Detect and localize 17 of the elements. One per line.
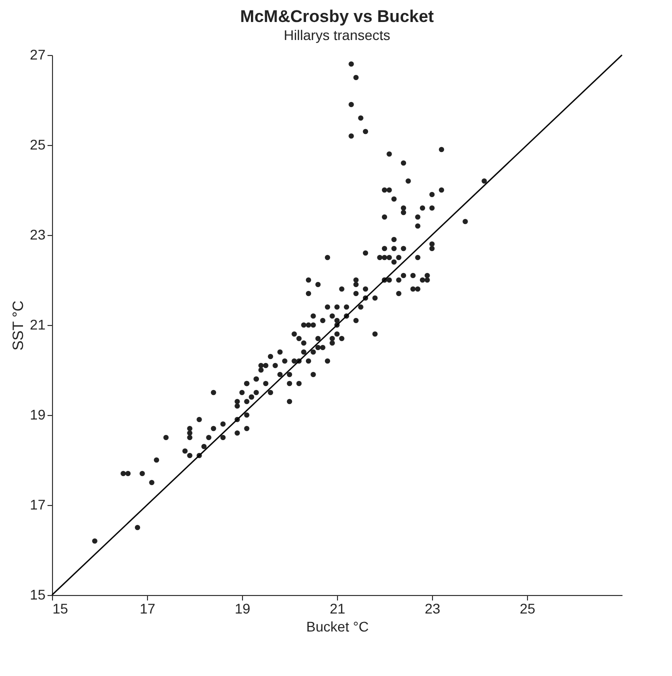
x-axis-title: Bucket °C bbox=[306, 618, 369, 634]
chart-title: McM&Crosby vs Bucket bbox=[240, 7, 434, 26]
y-tick-label: 27 bbox=[30, 46, 46, 62]
y-tick-label: 23 bbox=[30, 226, 46, 242]
y-axis-title: SST °C bbox=[10, 300, 27, 350]
x-tick-label: 21 bbox=[330, 600, 346, 616]
y-tick-label: 15 bbox=[30, 586, 46, 602]
x-tick-label: 17 bbox=[140, 600, 156, 616]
y-tick-label: 19 bbox=[30, 406, 46, 422]
x-tick-label: 15 bbox=[52, 600, 68, 616]
x-tick-label: 19 bbox=[234, 600, 250, 616]
x-tick-label: 23 bbox=[424, 600, 440, 616]
y-tick-label: 21 bbox=[30, 316, 46, 332]
chart-subtitle: Hillarys transects bbox=[284, 27, 390, 43]
y-tick-label: 17 bbox=[30, 496, 46, 512]
x-tick-label: 25 bbox=[520, 600, 536, 616]
y-tick-label: 25 bbox=[30, 136, 46, 152]
